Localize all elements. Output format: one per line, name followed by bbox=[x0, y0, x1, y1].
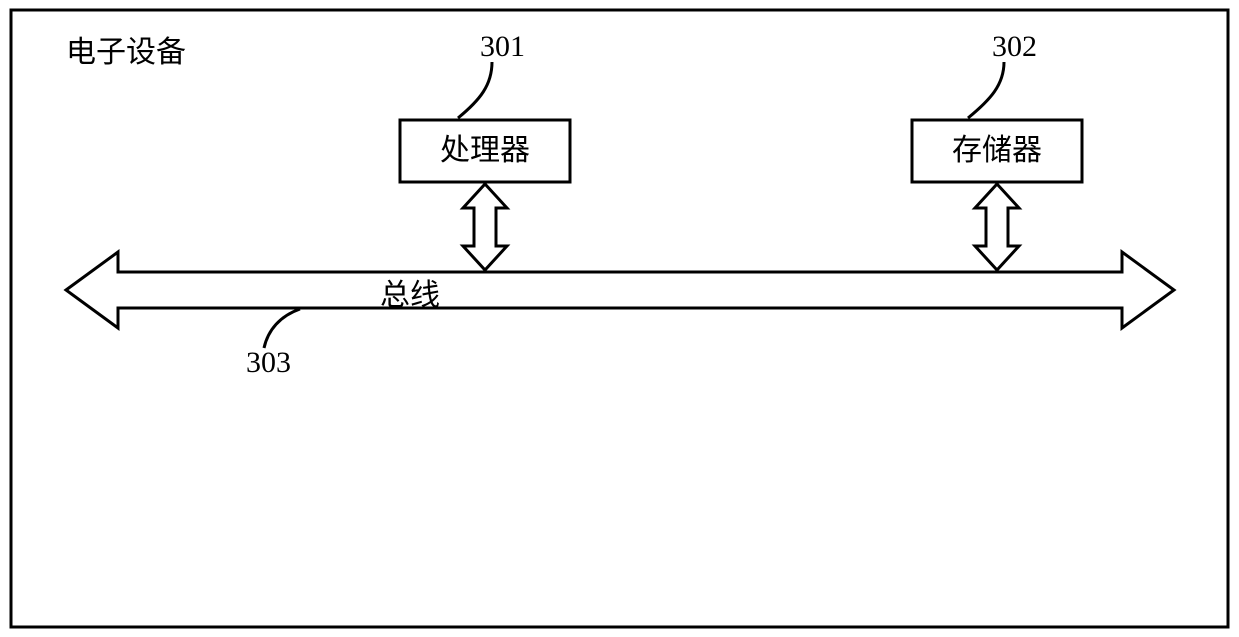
bus: 总线 303 bbox=[66, 252, 1174, 379]
memory-bus-connector bbox=[975, 184, 1019, 270]
diagram-canvas: 电子设备 处理器 301 存储器 302 总线 303 bbox=[0, 0, 1239, 637]
bus-label: 总线 bbox=[380, 279, 440, 312]
processor-ref-leader bbox=[458, 62, 492, 118]
bus-arrow-shape bbox=[66, 252, 1174, 328]
processor-ref-number: 301 bbox=[480, 30, 525, 63]
diagram-title: 电子设备 bbox=[66, 36, 186, 69]
bus-ref-leader bbox=[264, 309, 300, 348]
processor-block: 处理器 301 bbox=[400, 30, 570, 182]
memory-ref-number: 302 bbox=[992, 30, 1037, 63]
bus-ref-number: 303 bbox=[246, 346, 291, 379]
outer-frame bbox=[11, 10, 1228, 627]
diagram-svg: 电子设备 处理器 301 存储器 302 总线 303 bbox=[0, 0, 1239, 637]
processor-label: 处理器 bbox=[440, 134, 530, 167]
memory-ref-leader bbox=[968, 62, 1004, 118]
memory-label: 存储器 bbox=[952, 134, 1042, 167]
processor-bus-connector bbox=[463, 184, 507, 270]
memory-block: 存储器 302 bbox=[912, 30, 1082, 182]
